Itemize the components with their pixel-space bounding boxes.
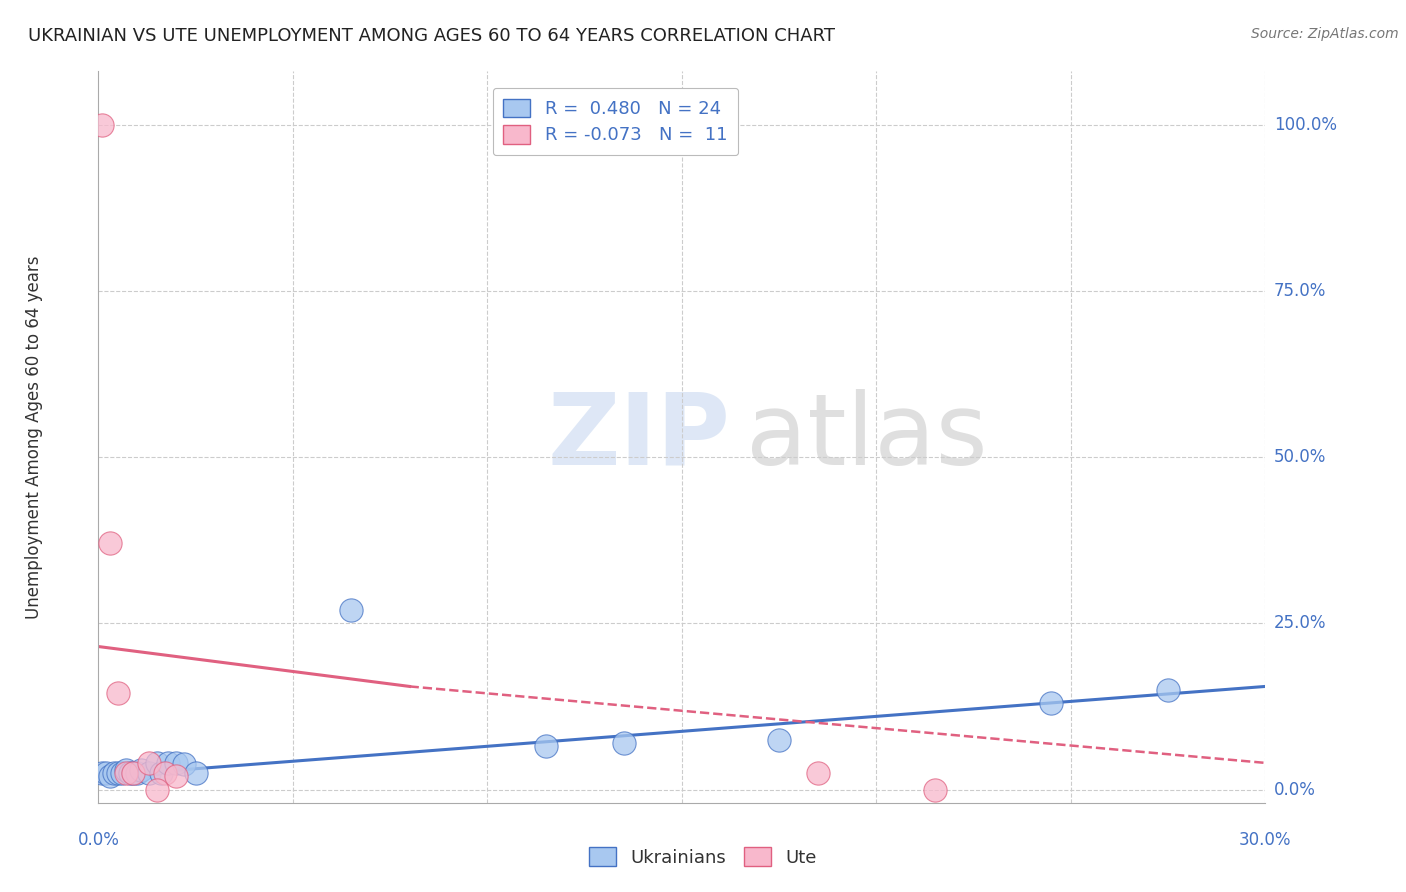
Text: 0.0%: 0.0% (77, 830, 120, 848)
Point (107, 686, 129, 700)
Point (122, 765, 145, 780)
Point (165, 756, 187, 770)
Text: 100.0%: 100.0% (1274, 116, 1337, 134)
Point (118, 765, 141, 780)
Text: Unemployment Among Ages 60 to 64 years: Unemployment Among Ages 60 to 64 years (25, 255, 44, 619)
Point (1157, 682, 1180, 697)
Point (114, 765, 136, 780)
Point (129, 763, 152, 777)
Text: atlas: atlas (747, 389, 988, 485)
Point (146, 756, 169, 770)
Point (173, 757, 195, 772)
Text: 30.0%: 30.0% (1239, 830, 1292, 848)
Text: 75.0%: 75.0% (1274, 282, 1326, 300)
Point (149, 765, 172, 780)
Point (114, 763, 136, 777)
Point (612, 736, 634, 750)
Point (165, 769, 187, 783)
Point (184, 765, 207, 780)
Point (138, 756, 160, 770)
Text: 25.0%: 25.0% (1274, 615, 1326, 632)
Text: 50.0%: 50.0% (1274, 448, 1326, 466)
Point (91, 765, 114, 780)
Point (138, 765, 160, 780)
Point (146, 782, 169, 797)
Point (96, 765, 118, 780)
Point (340, 603, 363, 617)
Point (107, 765, 129, 780)
Point (98, 536, 121, 550)
Text: 0.0%: 0.0% (1274, 780, 1316, 798)
Legend: R =  0.480   N = 24, R = -0.073   N =  11: R = 0.480 N = 24, R = -0.073 N = 11 (492, 87, 738, 155)
Point (768, 732, 790, 747)
Point (807, 765, 830, 780)
Text: Source: ZipAtlas.com: Source: ZipAtlas.com (1251, 27, 1399, 41)
Point (122, 765, 145, 780)
Text: UKRAINIAN VS UTE UNEMPLOYMENT AMONG AGES 60 TO 64 YEARS CORRELATION CHART: UKRAINIAN VS UTE UNEMPLOYMENT AMONG AGES… (28, 27, 835, 45)
Point (1040, 696, 1063, 710)
Point (91, 118, 114, 132)
Text: ZIP: ZIP (548, 389, 731, 485)
Point (127, 765, 149, 780)
Point (924, 782, 946, 797)
Point (153, 765, 176, 780)
Point (103, 765, 125, 780)
Point (98, 769, 121, 783)
Legend: Ukrainians, Ute: Ukrainians, Ute (582, 840, 824, 874)
Point (157, 756, 180, 770)
Point (534, 739, 557, 754)
Point (111, 765, 134, 780)
